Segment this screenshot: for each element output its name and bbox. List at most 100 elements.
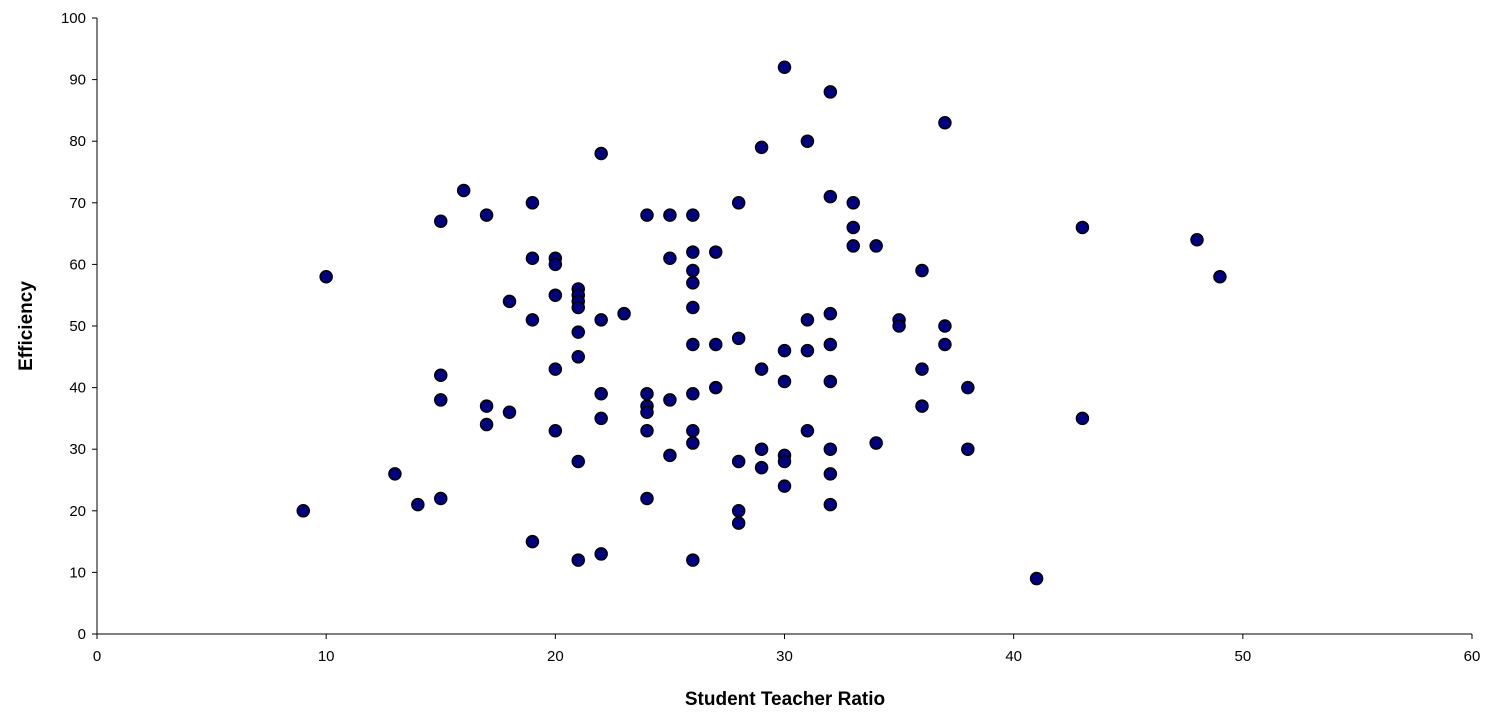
- data-point: [479, 399, 494, 413]
- data-point: [594, 547, 608, 561]
- data-point: [571, 300, 585, 315]
- data-point: [548, 288, 563, 302]
- data-point: [800, 313, 815, 327]
- data-point: [892, 319, 906, 333]
- data-point: [617, 306, 631, 321]
- data-point: [800, 343, 815, 358]
- data-point: [731, 196, 746, 210]
- data-point: [571, 553, 585, 567]
- data-point: [800, 423, 815, 438]
- data-point: [823, 467, 838, 481]
- data-point: [709, 245, 723, 259]
- data-point: [938, 115, 952, 130]
- data-point: [456, 183, 471, 198]
- data-point: [686, 245, 700, 259]
- data-point: [434, 491, 448, 506]
- data-point: [548, 257, 563, 272]
- data-point: [594, 313, 608, 327]
- data-point: [823, 442, 838, 456]
- y-tick-label: 0: [78, 626, 86, 643]
- data-point: [640, 405, 654, 419]
- data-point: [915, 362, 929, 376]
- data-point: [434, 393, 448, 407]
- data-point: [296, 504, 310, 518]
- data-point: [548, 362, 563, 376]
- data-point: [823, 85, 838, 99]
- data-point: [686, 337, 700, 352]
- data-point: [869, 436, 883, 450]
- y-tick-label: 30: [69, 441, 86, 458]
- y-tick-label: 70: [69, 195, 86, 212]
- data-point: [640, 491, 654, 506]
- x-tick-label: 10: [318, 648, 335, 665]
- x-ticks-group: 0 10 20 30 40 50 60: [93, 634, 1481, 665]
- data-point: [754, 140, 769, 155]
- data-point: [663, 251, 677, 265]
- data-point: [961, 380, 975, 395]
- data-point: [777, 479, 792, 493]
- x-axis-title: Student Teacher Ratio: [685, 689, 885, 710]
- data-point: [1075, 411, 1090, 426]
- y-tick-label: 20: [69, 503, 86, 520]
- data-point: [525, 534, 540, 549]
- data-point: [594, 411, 608, 426]
- data-point: [938, 337, 952, 352]
- data-point: [915, 263, 929, 278]
- y-tick-label: 60: [69, 256, 86, 273]
- data-point: [846, 220, 860, 235]
- data-point: [823, 374, 838, 389]
- data-point: [388, 467, 402, 481]
- data-point: [754, 362, 769, 376]
- data-point: [319, 269, 333, 284]
- data-point: [869, 239, 883, 253]
- data-point: [961, 442, 975, 456]
- y-tick-label: 100: [61, 10, 86, 27]
- data-point: [686, 263, 700, 278]
- data-point: [686, 300, 700, 315]
- x-tick-label: 30: [776, 648, 793, 665]
- data-point: [754, 460, 769, 475]
- data-point: [709, 337, 723, 352]
- data-point: [731, 454, 746, 469]
- data-point: [686, 423, 700, 438]
- data-point: [846, 196, 860, 210]
- data-point: [777, 454, 792, 469]
- data-point: [731, 504, 746, 518]
- data-point: [915, 399, 929, 413]
- data-point: [1213, 269, 1227, 284]
- y-tick-label: 80: [69, 133, 86, 150]
- data-point: [823, 337, 838, 352]
- x-tick-label: 20: [547, 648, 564, 665]
- data-point: [686, 387, 700, 401]
- x-tick-label: 0: [93, 648, 101, 665]
- data-point: [571, 454, 585, 469]
- data-point: [663, 208, 677, 222]
- data-point: [663, 448, 677, 463]
- x-tick-label: 60: [1464, 648, 1481, 665]
- data-point: [571, 350, 585, 364]
- data-point: [479, 208, 494, 222]
- data-point: [1075, 220, 1090, 235]
- data-point: [525, 196, 540, 210]
- data-point: [502, 294, 517, 309]
- data-point: [777, 374, 792, 389]
- data-point: [777, 343, 792, 358]
- data-point: [434, 214, 448, 229]
- y-tick-label: 50: [69, 318, 86, 335]
- data-point: [731, 516, 746, 530]
- data-point: [938, 319, 952, 333]
- data-point: [686, 276, 700, 290]
- x-tick-label: 50: [1234, 648, 1251, 665]
- data-point: [548, 423, 563, 438]
- data-point: [754, 442, 769, 456]
- data-point: [594, 146, 608, 161]
- data-point: [823, 497, 838, 512]
- data-point: [640, 387, 654, 401]
- data-point: [731, 331, 746, 346]
- data-point: [846, 239, 860, 253]
- data-point: [823, 189, 838, 204]
- y-axis-title: Efficiency: [16, 281, 37, 371]
- data-point: [800, 134, 815, 148]
- data-point: [640, 208, 654, 222]
- data-point: [479, 417, 494, 432]
